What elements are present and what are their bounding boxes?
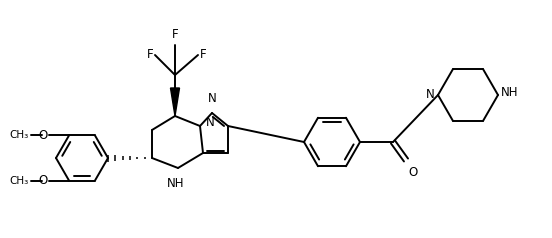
Text: NH: NH: [167, 177, 185, 190]
Text: N: N: [206, 115, 215, 129]
Text: O: O: [39, 129, 48, 142]
Text: N: N: [426, 88, 435, 100]
Text: NH: NH: [501, 85, 518, 99]
Text: F: F: [172, 28, 178, 41]
Text: O: O: [408, 166, 417, 179]
Text: F: F: [146, 48, 153, 60]
Polygon shape: [171, 88, 179, 116]
Text: O: O: [39, 174, 48, 187]
Text: CH₃: CH₃: [10, 175, 29, 185]
Text: N: N: [208, 92, 216, 105]
Text: F: F: [200, 48, 206, 60]
Text: CH₃: CH₃: [10, 130, 29, 140]
